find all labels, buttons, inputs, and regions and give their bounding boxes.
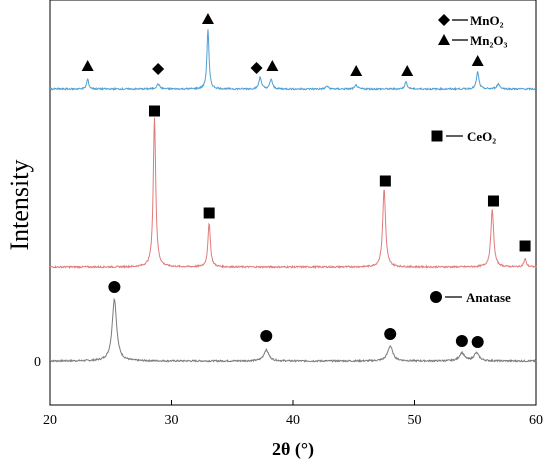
diamond-peak-marker (152, 63, 165, 75)
legend-triangle-icon (438, 34, 450, 45)
legend: Anatase CeO₂ MnO₂ Mn₂O₃ (430, 13, 511, 305)
legend-label: Anatase (466, 290, 511, 305)
legend-label: CeO₂ (467, 129, 496, 144)
circle-peak-marker (260, 330, 273, 342)
axis-ticks: 20 30 40 50 60 0 (34, 355, 543, 428)
series-line-0 (49, 297, 537, 363)
legend-square-icon (431, 130, 443, 142)
peak-markers (81, 13, 531, 348)
x-tick-label: 20 (43, 413, 57, 428)
triangle-peak-marker (266, 60, 279, 71)
x-tick-label: 40 (286, 413, 300, 428)
square-peak-marker (148, 105, 160, 117)
legend-label: MnO₂ (470, 13, 504, 28)
square-peak-marker (519, 240, 531, 252)
series-line-2 (49, 29, 537, 92)
x-tick-label: 30 (165, 413, 179, 428)
y-axis-label: Intensity (5, 160, 34, 251)
circle-peak-marker (455, 335, 468, 347)
circle-peak-marker (384, 328, 397, 340)
square-peak-marker (379, 175, 391, 187)
diamond-peak-marker (250, 62, 263, 74)
series-layer (49, 29, 537, 363)
circle-peak-marker (471, 336, 484, 348)
triangle-peak-marker (471, 55, 484, 66)
y-tick-label: 0 (34, 355, 41, 370)
x-tick-label: 50 (408, 413, 422, 428)
legend-label: Mn₂O₃ (470, 33, 508, 48)
triangle-peak-marker (81, 60, 94, 71)
legend-circle-icon (430, 291, 442, 303)
square-peak-marker (203, 207, 215, 219)
legend-diamond-icon (438, 14, 450, 26)
triangle-peak-marker (350, 65, 363, 76)
x-tick-label: 60 (529, 413, 543, 428)
circle-peak-marker (108, 281, 121, 293)
triangle-peak-marker (201, 13, 214, 24)
series-line-1 (49, 117, 537, 270)
square-peak-marker (487, 195, 499, 207)
x-axis-label: 2θ (°) (272, 439, 314, 460)
triangle-peak-marker (401, 65, 414, 76)
